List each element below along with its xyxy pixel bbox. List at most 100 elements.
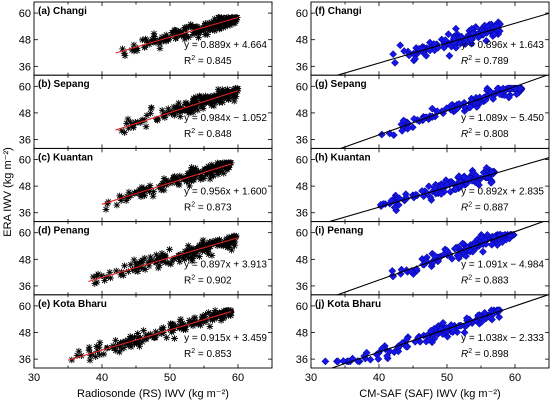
fit-line	[335, 221, 545, 295]
data-point	[452, 43, 460, 52]
data-point	[163, 35, 171, 43]
data-point	[493, 84, 502, 93]
y-tick-label: 60	[296, 301, 308, 313]
data-point	[387, 196, 396, 205]
data-point	[197, 321, 204, 329]
data-point	[176, 172, 184, 180]
data-point	[428, 104, 437, 113]
y-axis-label: ERA IWV (kg m⁻²)	[2, 147, 14, 237]
data-point	[139, 36, 146, 44]
station-label: (a) Changi	[38, 6, 87, 17]
data-point	[226, 19, 233, 27]
data-point	[205, 245, 212, 253]
data-point	[130, 45, 138, 53]
data-point	[426, 193, 435, 202]
data-point	[93, 272, 100, 280]
data-point	[442, 246, 451, 255]
data-point	[145, 262, 153, 270]
fit-equation: y = 0.889x + 4.664	[184, 40, 267, 51]
data-point	[136, 190, 144, 198]
data-point	[184, 248, 191, 255]
data-point	[127, 261, 135, 268]
data-point	[446, 187, 455, 196]
data-point	[112, 337, 119, 344]
data-point	[93, 343, 100, 350]
data-point	[118, 193, 125, 201]
data-point	[512, 90, 521, 99]
data-point	[145, 41, 153, 48]
data-point	[73, 352, 81, 359]
data-point	[120, 344, 128, 352]
data-point	[124, 115, 132, 123]
data-point	[220, 15, 228, 22]
y-tick-label: 48	[19, 328, 31, 340]
data-point	[455, 252, 464, 261]
data-point	[116, 348, 123, 356]
data-point	[455, 172, 463, 181]
data-point	[189, 104, 197, 111]
data-point	[399, 116, 408, 125]
data-point	[217, 165, 225, 172]
data-point	[219, 309, 227, 317]
data-point	[125, 124, 132, 132]
data-point	[402, 342, 411, 351]
y-tick-label: 36	[296, 281, 308, 293]
panel-f: 36 48 60 (f) Changi y = 0.896x + 1.643 R2 = 0…	[296, 1, 550, 76]
station-label: (e) Kota Bharu	[38, 299, 107, 310]
data-point	[175, 180, 182, 188]
data-point	[394, 201, 403, 209]
data-point	[462, 252, 470, 261]
data-point	[190, 94, 197, 102]
data-point	[451, 185, 460, 193]
plot-area	[321, 294, 549, 368]
data-point	[133, 259, 141, 267]
y-tick-label: 48	[19, 181, 31, 193]
data-point	[180, 251, 188, 259]
data-point	[225, 95, 232, 102]
data-point	[194, 106, 202, 114]
data-point	[488, 315, 496, 324]
data-point	[411, 54, 420, 63]
data-point	[142, 335, 150, 343]
data-point	[130, 124, 137, 131]
data-point	[230, 97, 238, 105]
data-point	[171, 335, 178, 342]
data-point	[191, 314, 199, 322]
y-tick-label: 60	[296, 228, 308, 240]
data-point	[187, 174, 195, 181]
data-point	[152, 259, 160, 267]
data-point	[482, 36, 491, 45]
data-point	[118, 127, 126, 135]
data-point	[175, 29, 183, 36]
data-point	[113, 201, 121, 209]
data-point	[181, 323, 189, 331]
data-point	[449, 34, 458, 43]
data-point	[176, 258, 184, 265]
r-squared-label: R2 = 0.873	[184, 201, 232, 213]
data-point	[495, 313, 504, 322]
data-point	[208, 102, 215, 109]
data-point	[175, 99, 183, 107]
data-point	[391, 58, 399, 67]
data-point	[163, 334, 170, 342]
fit-line	[330, 294, 549, 368]
data-point	[398, 126, 407, 135]
data-point	[120, 271, 127, 279]
data-point	[189, 23, 197, 30]
data-point	[206, 323, 214, 330]
data-point	[179, 173, 187, 181]
data-point	[214, 85, 222, 93]
data-point	[96, 339, 104, 346]
data-point	[126, 333, 134, 340]
data-point	[92, 353, 99, 360]
data-point	[214, 22, 221, 29]
data-point	[230, 238, 237, 245]
data-point	[214, 93, 222, 100]
data-point	[218, 86, 226, 93]
data-point	[169, 324, 176, 332]
data-point	[134, 268, 142, 275]
data-point	[150, 188, 157, 196]
panel-a: 36 48 60 (a) Changi y = 0.889x + 4.664 R2 = 0…	[19, 1, 273, 76]
plot-area	[115, 85, 242, 136]
